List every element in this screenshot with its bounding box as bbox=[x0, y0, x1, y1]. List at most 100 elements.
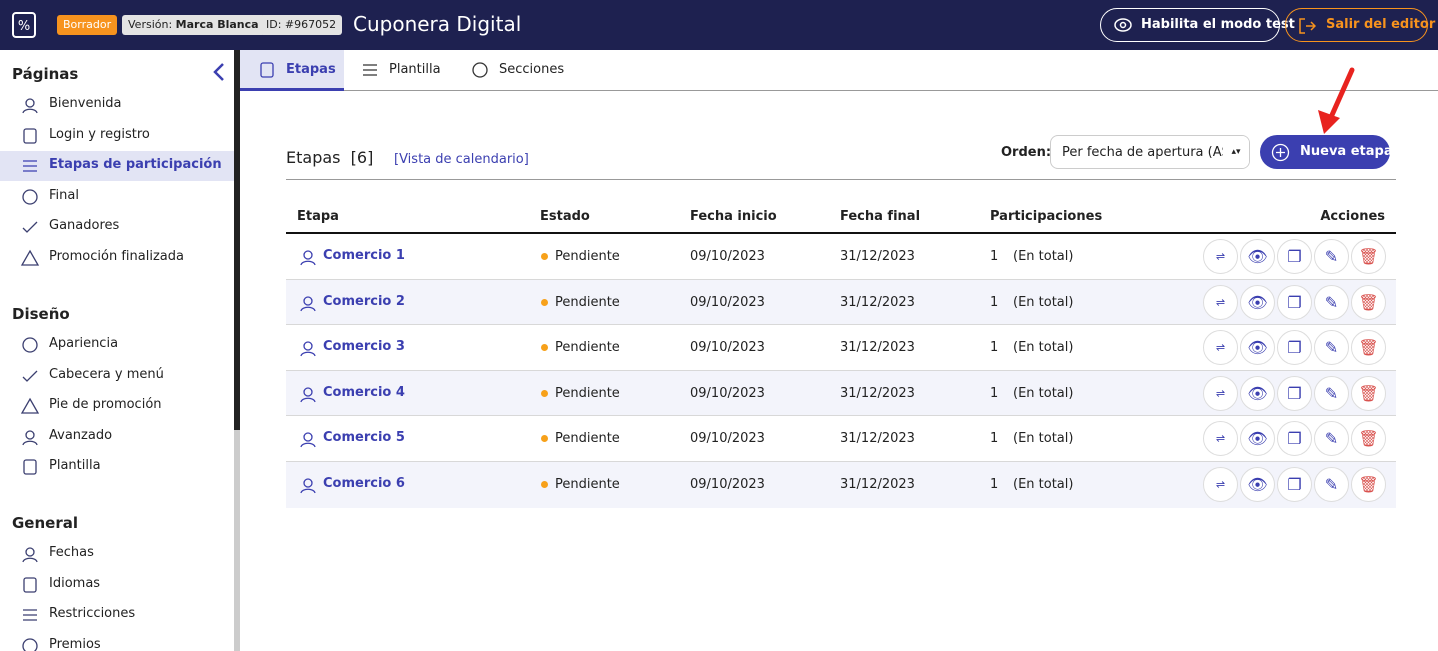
nav-label: Premios bbox=[49, 636, 101, 651]
tab[interactable]: Plantilla bbox=[343, 50, 447, 91]
icon bbox=[20, 249, 40, 266]
icon bbox=[300, 432, 316, 448]
nav-item[interactable]: Avanzado bbox=[0, 422, 234, 452]
nav-item[interactable]: Etapas de participación bbox=[0, 151, 234, 182]
nav-item[interactable]: Bienvenida bbox=[0, 90, 234, 120]
action-button[interactable]: 👁 bbox=[1240, 239, 1275, 274]
icon bbox=[363, 64, 377, 76]
column-header: Fecha inicio bbox=[690, 209, 777, 224]
action-button[interactable]: ⇌ bbox=[1203, 421, 1238, 457]
tab-label: Etapas bbox=[286, 62, 336, 77]
status-dot bbox=[541, 344, 548, 352]
stage-name[interactable]: Comercio 3 bbox=[323, 339, 405, 355]
exit-button[interactable]: Salir del editor bbox=[1285, 8, 1435, 42]
icon bbox=[300, 478, 316, 494]
action-button[interactable]: 🗑 bbox=[1351, 375, 1386, 411]
status-dot bbox=[541, 389, 548, 397]
nav-item[interactable]: Login y registro bbox=[0, 121, 234, 151]
icon bbox=[22, 547, 38, 563]
svg-text:%: % bbox=[18, 19, 30, 34]
action-button[interactable]: 👁 bbox=[1240, 284, 1275, 320]
nav-item[interactable]: Idiomas bbox=[0, 570, 234, 600]
action-button[interactable]: ✎ bbox=[1314, 330, 1349, 366]
divider bbox=[286, 179, 1396, 180]
stages-heading: Etapas [6] bbox=[286, 148, 373, 167]
participations: 1 bbox=[990, 340, 999, 356]
order-label: Orden: bbox=[1001, 145, 1052, 160]
table-row: Comercio 5 Pendiente 09/10/2023 31/12/2023 1… bbox=[286, 416, 1396, 462]
nav-item[interactable]: Cabecera y menú bbox=[0, 361, 234, 391]
logo[interactable]: % bbox=[12, 12, 36, 38]
nav-item[interactable]: Final bbox=[0, 182, 234, 212]
action-button[interactable]: ❐ bbox=[1277, 239, 1312, 274]
action-button[interactable]: ❐ bbox=[1277, 284, 1312, 320]
nav-label: Restricciones bbox=[49, 606, 136, 622]
action-button[interactable]: 👁 bbox=[1240, 467, 1275, 502]
participations: 1 bbox=[990, 431, 999, 447]
nav-item[interactable]: Restricciones bbox=[0, 600, 234, 630]
action-button[interactable]: ⇌ bbox=[1203, 467, 1238, 502]
nav-item[interactable]: Apariencia bbox=[0, 330, 234, 360]
stage-name[interactable]: Comercio 2 bbox=[323, 293, 405, 309]
tab[interactable]: Etapas bbox=[240, 50, 344, 91]
action-button[interactable]: 🗑 bbox=[1351, 330, 1386, 366]
nav-item[interactable]: Ganadores bbox=[0, 212, 234, 242]
action-button[interactable]: ⇌ bbox=[1203, 375, 1238, 411]
action-button[interactable]: 🗑 bbox=[1351, 284, 1386, 320]
scrollbar-track bbox=[234, 430, 240, 651]
action-button[interactable]: 👁 bbox=[1240, 375, 1275, 411]
action-button[interactable]: ⇌ bbox=[1203, 239, 1238, 274]
order-select-value: Per fecha de apertura (ASC bbox=[1062, 145, 1239, 160]
action-button[interactable]: ✎ bbox=[1314, 467, 1349, 502]
calendar-link[interactable]: [Vista de calendario] bbox=[394, 152, 529, 167]
nav-item[interactable]: Pie de promoción bbox=[0, 391, 234, 421]
test-mode-label: Habilita el modo test bbox=[1141, 17, 1295, 32]
nav-item[interactable]: Promoción finalizada bbox=[0, 243, 234, 273]
participations-note: (En total) bbox=[1013, 340, 1074, 356]
icon bbox=[472, 62, 488, 78]
action-button[interactable]: 🗑 bbox=[1351, 467, 1386, 502]
action-button[interactable]: ⇌ bbox=[1203, 284, 1238, 320]
action-button[interactable]: 🗑 bbox=[1351, 239, 1386, 274]
action-button[interactable]: ⇌ bbox=[1203, 330, 1238, 366]
stage-name[interactable]: Comercio 6 bbox=[323, 476, 405, 491]
nav-item[interactable]: Plantilla bbox=[0, 452, 234, 482]
nav-item[interactable]: Premios bbox=[0, 631, 234, 651]
action-button[interactable]: ✎ bbox=[1314, 284, 1349, 320]
action-button[interactable]: ✎ bbox=[1314, 375, 1349, 411]
column-header: Estado bbox=[540, 209, 590, 224]
new-stage-button[interactable]: Nueva etapa bbox=[1260, 135, 1393, 169]
stage-name[interactable]: Comercio 1 bbox=[323, 248, 405, 263]
participations: 1 bbox=[990, 294, 999, 310]
action-button[interactable]: 👁 bbox=[1240, 330, 1275, 366]
action-button[interactable]: ❐ bbox=[1277, 467, 1312, 502]
icon bbox=[22, 98, 38, 114]
status: Pendiente bbox=[555, 477, 620, 492]
action-button[interactable]: ✎ bbox=[1314, 421, 1349, 457]
version-badge: Versión: Marca Blanca bbox=[122, 15, 265, 35]
column-header: Acciones bbox=[1320, 209, 1385, 224]
scrollbar[interactable] bbox=[234, 50, 240, 430]
action-button[interactable]: ❐ bbox=[1277, 421, 1312, 457]
stage-name[interactable]: Comercio 4 bbox=[323, 384, 405, 400]
order-select[interactable]: Per fecha de apertura (ASC ▴▾ bbox=[1050, 135, 1250, 169]
nav-item[interactable]: Fechas bbox=[0, 539, 234, 569]
action-button[interactable]: 👁 bbox=[1240, 421, 1275, 457]
collapse-sidebar[interactable] bbox=[212, 62, 226, 82]
action-button[interactable]: ✎ bbox=[1314, 239, 1349, 274]
column-header: Etapa bbox=[297, 209, 339, 224]
project-title: Cuponera Digital bbox=[353, 12, 522, 36]
stage-name[interactable]: Comercio 5 bbox=[323, 430, 405, 446]
tab[interactable]: Secciones bbox=[453, 50, 593, 91]
test-mode-button[interactable]: Habilita el modo test bbox=[1100, 8, 1295, 42]
nav-label: Login y registro bbox=[49, 126, 150, 142]
sidebar: Páginas Bienvenida Login y registro Etapas … bbox=[0, 50, 234, 651]
action-button[interactable]: ❐ bbox=[1277, 330, 1312, 366]
status-dot bbox=[541, 298, 548, 306]
icon bbox=[22, 221, 38, 234]
action-button[interactable]: ❐ bbox=[1277, 375, 1312, 411]
status: Pendiente bbox=[555, 340, 620, 356]
action-button[interactable]: 🗑 bbox=[1351, 421, 1386, 457]
new-stage-label: Nueva etapa bbox=[1300, 144, 1393, 159]
